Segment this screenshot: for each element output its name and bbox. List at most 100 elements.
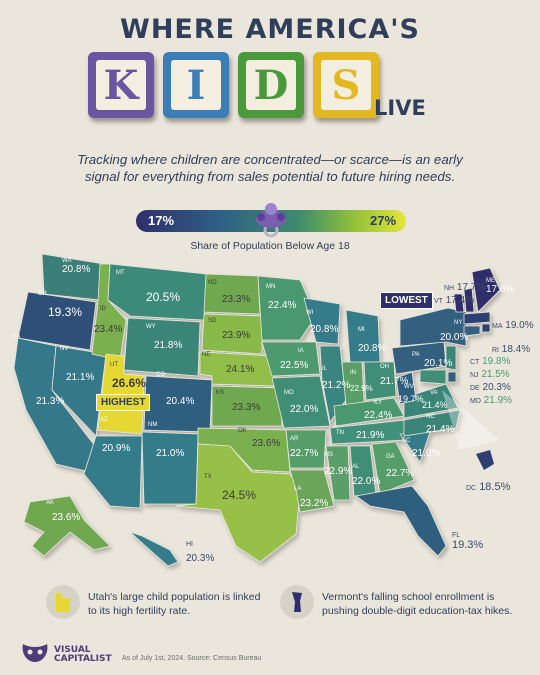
state-me — [471, 267, 501, 313]
letter-block-i: I — [163, 52, 229, 118]
title-line-1: WHERE AMERICA'S — [120, 14, 420, 45]
label-ut: UT 26.6% — [110, 362, 147, 390]
label-az: AZ 20.9% — [100, 417, 131, 454]
label-ok: OK 23.6% — [238, 428, 281, 449]
letter-block-k: K — [88, 52, 154, 118]
note-vermont-text: Vermont's falling school enrollment is p… — [322, 591, 513, 617]
state-ks — [211, 385, 283, 427]
visual-capitalist-logo-icon — [22, 644, 48, 662]
label-ri: RI 18.4% — [492, 344, 531, 355]
vermont-icon-circle — [280, 585, 314, 619]
state-ms — [325, 445, 351, 501]
state-wv — [395, 371, 417, 405]
label-wy: WY 21.8% — [146, 324, 183, 351]
legend-caption: Share of Population Below Age 18 — [190, 240, 350, 252]
label-co: CO 20.4% — [156, 372, 195, 407]
legend-min-label: 17% — [148, 213, 175, 228]
label-sc: SC 21.0% — [402, 438, 441, 459]
label-me: ME 17.6% — [486, 278, 515, 295]
block-letter-i: I — [171, 60, 221, 110]
state-dc — [476, 450, 494, 470]
label-va: VA 21.4% — [422, 390, 448, 410]
logo-wordmark: VISUAL CAPITALIST — [54, 646, 112, 664]
state-tx — [175, 443, 301, 563]
label-ga: GA 22.7% — [386, 454, 415, 479]
letter-block-s: S — [313, 52, 379, 118]
state-ct — [463, 325, 481, 337]
label-nv: NV 21.1% — [60, 346, 95, 383]
label-or: OR 19.3% — [38, 291, 83, 319]
label-de: DE 20.3% — [470, 382, 511, 393]
state-la — [289, 469, 335, 513]
label-il: IL 21.2% — [322, 366, 351, 391]
block-letter-k: K — [96, 60, 146, 110]
vermont-shape-icon — [292, 592, 302, 612]
label-ms: MS 22.9% — [324, 452, 353, 477]
label-mo: MO 22.0% — [284, 390, 319, 415]
state-nc — [403, 409, 461, 437]
state-az — [83, 435, 143, 509]
block-letter-d: D — [246, 60, 296, 110]
state-sd — [201, 313, 263, 355]
label-ar: AR 22.7% — [290, 436, 319, 459]
label-wa: WA 20.8% — [62, 258, 91, 275]
state-ri — [481, 323, 491, 333]
letter-block-d: D — [238, 52, 304, 118]
highest-badge: HIGHEST — [96, 394, 151, 411]
label-al: AL 22.0% — [352, 464, 381, 487]
dc-inset-beam — [442, 390, 500, 450]
state-de — [447, 371, 457, 383]
logo-line-1: VISUAL — [54, 645, 91, 655]
lowest-badge: LOWEST — [380, 292, 433, 309]
state-wy — [123, 317, 201, 377]
label-hi: HI 20.3% — [186, 541, 215, 564]
label-mn: MN 22.4% — [266, 284, 297, 311]
title-end: LIVE — [374, 96, 426, 120]
state-ar — [285, 429, 327, 469]
state-or — [17, 291, 97, 351]
label-sd: SD 23.9% — [208, 318, 251, 341]
state-hi — [129, 531, 179, 567]
state-md — [419, 369, 447, 385]
label-wi: WI 20.8% — [306, 310, 339, 335]
label-mt: MT 20.5% — [116, 270, 181, 304]
label-nm: NM 21.0% — [148, 422, 185, 459]
note-utah-text: Utah's large child population is linked … — [88, 591, 261, 617]
us-map — [13, 253, 501, 567]
label-nh: NH 17.7% — [444, 282, 486, 293]
label-fl: FL 19.3% — [452, 532, 484, 551]
label-vt: VT 17.4% — [434, 295, 475, 306]
label-md: MD 21.9% — [470, 395, 513, 406]
label-wv: WV 19.7% — [398, 384, 424, 404]
state-vt — [453, 293, 465, 313]
state-va — [403, 383, 459, 419]
label-la: LA 23.2% — [294, 486, 329, 509]
legend-max-label: 27% — [370, 213, 397, 228]
label-nj: NJ 21.5% — [470, 369, 510, 380]
label-ak: AK 23.6% — [46, 500, 81, 523]
state-ak — [23, 495, 111, 557]
logo-line-2: CAPITALIST — [54, 654, 112, 664]
label-ma: MA 19.0% — [492, 320, 534, 331]
state-ga — [371, 441, 415, 495]
label-ks: KS 23.3% — [216, 390, 261, 413]
label-nd: ND 23.3% — [208, 280, 251, 305]
label-ne: NE 24.1% — [202, 352, 255, 375]
state-mt — [107, 263, 207, 321]
utah-icon-circle — [46, 585, 80, 619]
label-ny: NY 20.0% — [440, 320, 469, 343]
subtitle: Tracking where children are concentrated… — [77, 152, 463, 184]
label-id: ID 23.4% — [94, 306, 123, 335]
label-oh: OH 21.7% — [380, 364, 409, 387]
label-in: IN 22.9% — [350, 370, 373, 393]
block-letter-s: S — [321, 60, 371, 110]
state-ia — [261, 341, 321, 377]
state-wi — [303, 297, 341, 345]
state-ma — [463, 311, 491, 325]
label-mi: MI 20.8% — [358, 327, 387, 354]
label-ia: IA 22.5% — [280, 348, 309, 371]
label-tx: TX 24.5% — [204, 474, 257, 502]
label-tn: TN 21.9% — [336, 430, 385, 441]
state-mi — [345, 309, 381, 363]
utah-shape-icon — [56, 593, 70, 612]
